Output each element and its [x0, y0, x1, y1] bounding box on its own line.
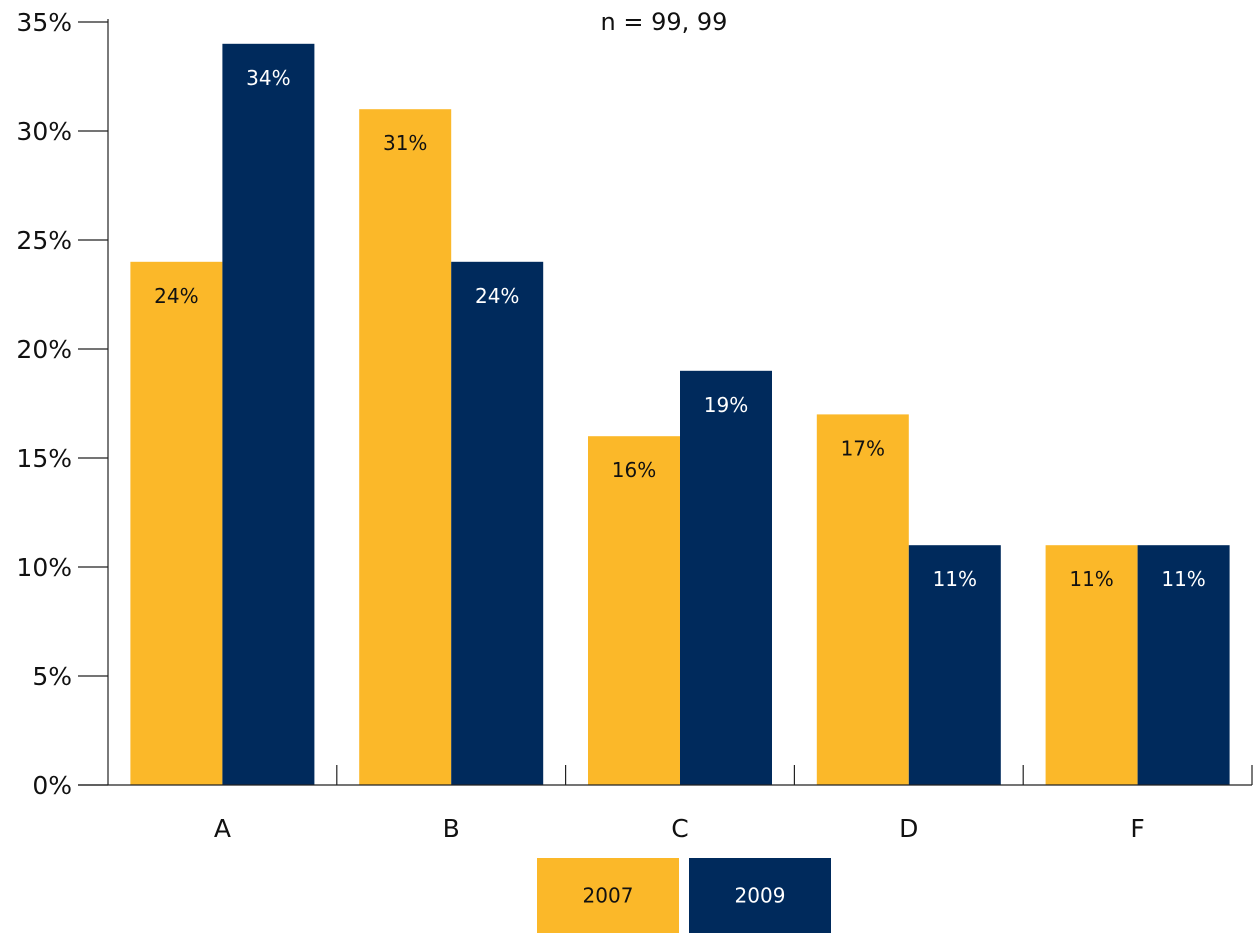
data-label-2009-F: 11%	[1161, 567, 1205, 591]
legend-swatch-2009	[689, 858, 831, 933]
bar-2007-D	[816, 414, 909, 785]
data-label-2009-D: 11%	[933, 567, 977, 591]
legend-label-2007: 2007	[583, 884, 634, 908]
data-label-2009-A: 34%	[246, 66, 290, 90]
bar-2009-A	[222, 43, 315, 786]
x-category-label: C	[671, 814, 688, 843]
y-tick-label: 35%	[16, 8, 72, 37]
bar-2009-C	[680, 370, 772, 785]
x-category-label: F	[1130, 814, 1144, 843]
data-label-2009-C: 19%	[704, 393, 748, 417]
y-tick-label: 15%	[16, 444, 72, 473]
y-tick-label: 30%	[16, 117, 72, 146]
x-category-label: D	[899, 814, 918, 843]
y-tick-label: 0%	[32, 771, 72, 800]
sample-size-note: n = 99, 99	[601, 8, 728, 36]
bar-2007-F	[1045, 545, 1138, 785]
data-label-2007-D: 17%	[841, 436, 885, 460]
data-label-2007-A: 24%	[154, 284, 198, 308]
bar-2007-B	[359, 109, 452, 785]
bar-2007-A	[130, 261, 223, 785]
legend-label-2009: 2009	[735, 884, 786, 908]
bar-2009-D	[908, 545, 1001, 785]
legend-swatch-2007	[537, 858, 679, 933]
bar-2009-F	[1137, 545, 1230, 785]
x-category-label: A	[214, 814, 231, 843]
y-tick-label: 25%	[16, 226, 72, 255]
axes: 0% 5% 10% 15% 20% 25% 30% 35% A B C D F	[16, 8, 1253, 843]
bar-2007-C	[588, 436, 680, 785]
legend: 2007 2009	[537, 858, 831, 933]
data-label-2007-C: 16%	[612, 458, 656, 482]
x-category-label: B	[443, 814, 460, 843]
y-tick-label: 20%	[16, 335, 72, 364]
y-tick-label: 5%	[32, 662, 72, 691]
data-label-2007-B: 31%	[383, 131, 427, 155]
data-label-2007-F: 11%	[1069, 567, 1113, 591]
data-label-2009-B: 24%	[475, 284, 519, 308]
y-tick-label: 10%	[16, 553, 72, 582]
bars	[130, 43, 1230, 786]
data-labels: 24% 34% 31% 24% 16% 19% 17% 11% 11% 11%	[154, 66, 1206, 591]
bar-2009-B	[451, 261, 544, 785]
